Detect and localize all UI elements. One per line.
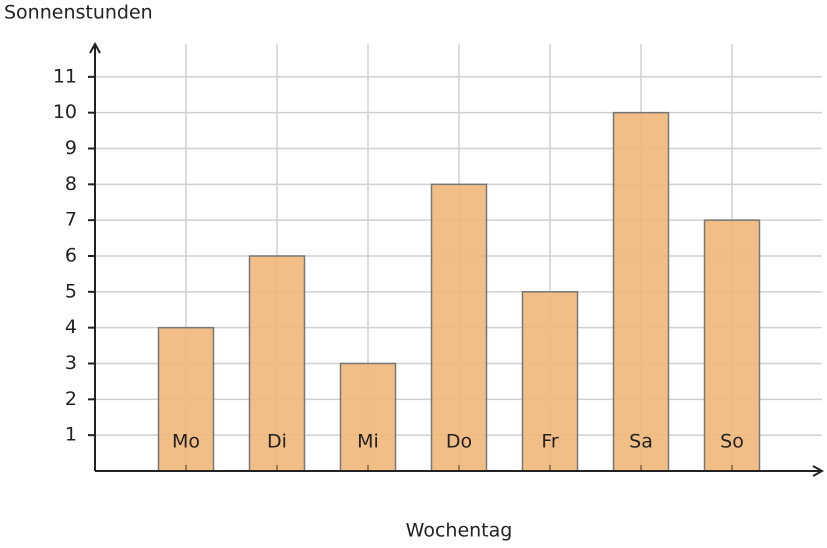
y-tick-label: 11 xyxy=(53,65,77,87)
y-tick-label: 7 xyxy=(65,209,77,231)
bar xyxy=(703,219,761,472)
y-axis-label: Sonnenstunden xyxy=(4,2,153,24)
x-tick-label: Mi xyxy=(357,431,379,453)
y-tick-label: 10 xyxy=(53,101,77,123)
y-tick-label: 1 xyxy=(65,424,77,446)
x-axis-label: Wochentag xyxy=(406,520,513,542)
bar xyxy=(339,362,397,472)
x-tick-label: Di xyxy=(267,431,287,453)
bar xyxy=(430,183,488,472)
x-tick-label: Fr xyxy=(541,431,559,453)
bar xyxy=(521,291,579,472)
x-tick-label: So xyxy=(720,431,744,453)
bar xyxy=(248,255,306,472)
y-tick-label: 4 xyxy=(65,316,77,338)
x-tick-label: Do xyxy=(446,431,472,453)
y-tick-label: 3 xyxy=(65,352,77,374)
y-tick-label: 8 xyxy=(65,173,77,195)
x-tick-label: Sa xyxy=(629,431,653,453)
y-tick-label: 9 xyxy=(65,137,77,159)
bars: Mo Di Mi Do Fr Sa So xyxy=(157,111,761,472)
bar xyxy=(157,326,215,472)
y-tick-label: 5 xyxy=(65,280,77,302)
bar xyxy=(612,111,670,472)
x-tick-label: Mo xyxy=(172,431,200,453)
y-tick-label: 2 xyxy=(65,388,77,410)
y-tick-label: 6 xyxy=(65,245,77,267)
